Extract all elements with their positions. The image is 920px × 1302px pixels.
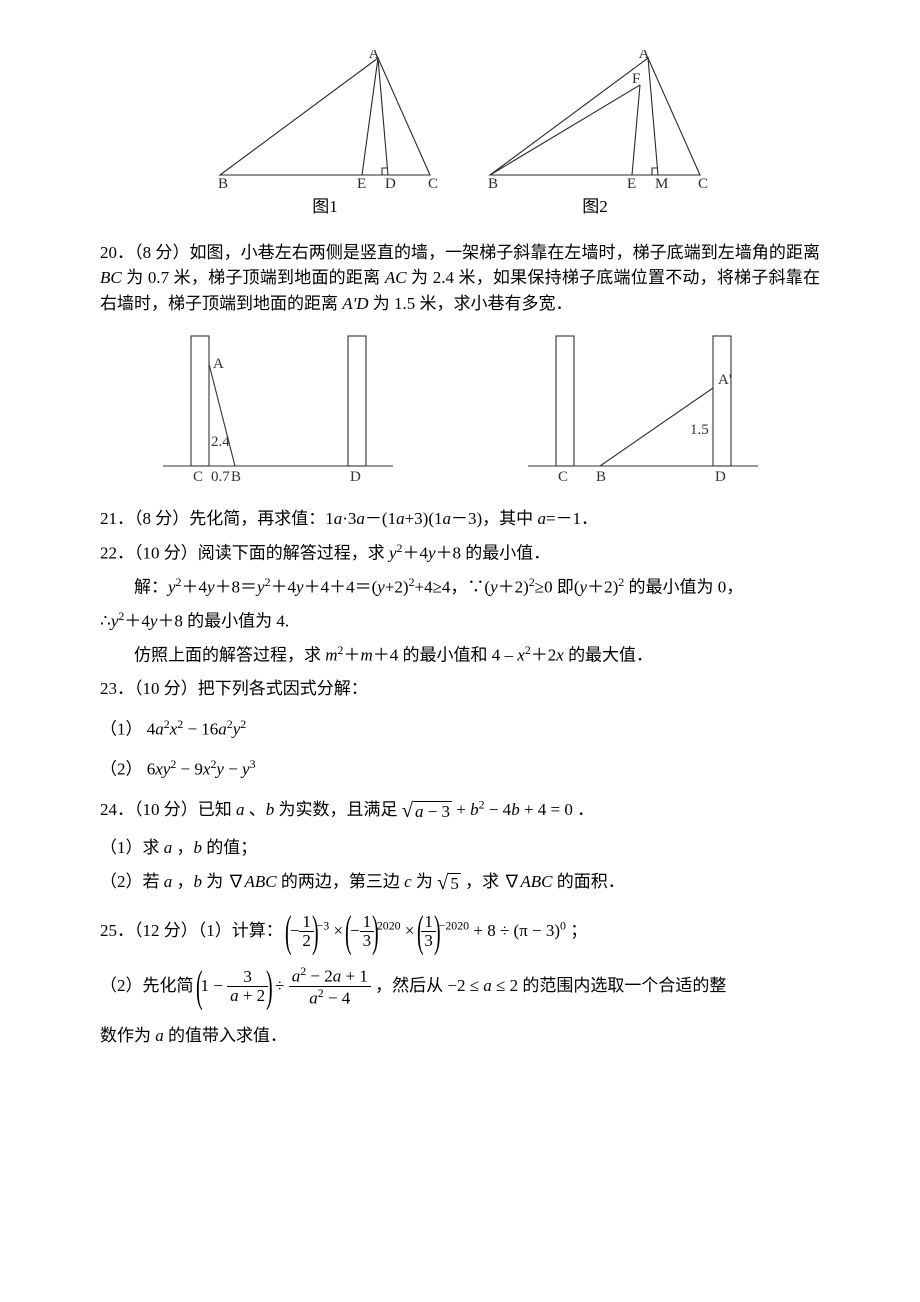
figure-2-svg: A B C M E F xyxy=(480,50,710,190)
svg-text:F: F xyxy=(632,71,640,87)
p25-exp2: 2020 xyxy=(377,918,401,932)
problem-20-figure-left: A 2.4 C 0.7 B D xyxy=(163,326,393,486)
problem-20-figure-row: A 2.4 C 0.7 B D A' 1.5 C B D xyxy=(100,326,820,486)
svg-text:A: A xyxy=(639,50,650,62)
fig20-C-label: C xyxy=(193,469,203,485)
fig20-D2-label: D xyxy=(715,469,726,485)
fig20-A-label: A xyxy=(213,356,224,372)
problem-24-heading: 24．（10 分）已知 a 、b 为实数，且满足 √a − 3 + b2 − 4… xyxy=(100,796,820,827)
svg-text:C: C xyxy=(698,176,708,190)
problem-20-text: 20．（8 分）如图，小巷左右两侧是竖直的墙，一架梯子斜靠在左墙时，梯子底端到左… xyxy=(100,240,820,317)
problem-25-part1: 25．（12 分）（1）计算： (−12)−3 × (−13)2020 × (1… xyxy=(100,913,820,951)
p25-exp3: −2020 xyxy=(439,918,470,932)
fig20-B2-label: B xyxy=(596,469,606,485)
problem-25-part2-line2: 数作为 a 的值带入求值． xyxy=(100,1023,820,1049)
figure-1-caption: 图1 xyxy=(210,194,440,220)
problem-24-sub1: （1）求 a ，b 的值； xyxy=(100,835,820,861)
problem-24-sub2: （2）若 a ，b 为 ∇ABC 的两边，第三边 c 为 √5 ，求 ∇ABC … xyxy=(100,868,820,899)
p25b-f1-num: 3 xyxy=(227,968,268,988)
problem-22-solution: 解：y2＋4y＋8＝y2＋4y＋4＋4＝(y+2)2+4≥4，∵(y＋2)2≥0… xyxy=(100,574,820,600)
problem-23-item1: （1） 4a2x2 − 16a2y2 xyxy=(100,716,820,742)
svg-text:B: B xyxy=(218,176,228,190)
fig20-D-label-left: D xyxy=(350,469,361,485)
figure-1-block: A B C D E 图1 xyxy=(210,50,440,220)
problem-22-line1: 22．（10 分）阅读下面的解答过程，求 y2＋4y＋8 的最小值． xyxy=(100,540,820,566)
problem-23-heading: 23．（10 分）把下列各式因式分解： xyxy=(100,676,820,702)
p23-item1-label: （1） xyxy=(100,719,143,738)
fig20-24-label: 2.4 xyxy=(211,434,230,450)
problem-21: 21．（8 分）先化简，再求值：1a·3a－(1a+3)(1a－3)，其中 a=… xyxy=(100,506,820,532)
svg-text:E: E xyxy=(627,176,636,190)
fig20-C2-label: C xyxy=(558,469,568,485)
p23-item2-label: （2） xyxy=(100,759,143,778)
figure-1-svg: A B C D E xyxy=(210,50,440,190)
svg-text:B: B xyxy=(488,176,498,190)
problem-22-line4: 仿照上面的解答过程，求 m2＋m＋4 的最小值和 4 – x2＋2x 的最大值． xyxy=(100,642,820,668)
figure-2-caption: 图2 xyxy=(480,194,710,220)
fig20-Ap-label: A' xyxy=(718,372,732,388)
fig20-15-label: 1.5 xyxy=(690,422,709,438)
problem-20-figure-right: A' 1.5 C B D xyxy=(528,326,758,486)
svg-text:A: A xyxy=(369,50,380,62)
fig20-07-label: 0.7 xyxy=(211,469,230,485)
problem-23-item2: （2） 6xy2 − 9x2y − y3 xyxy=(100,756,820,782)
top-figures-row: A B C D E 图1 A B C M E xyxy=(100,50,820,220)
problem-22-line3: ∴y2＋4y＋8 的最小值为 4. xyxy=(100,608,820,634)
svg-text:C: C xyxy=(428,176,438,190)
svg-text:E: E xyxy=(357,176,366,190)
svg-text:M: M xyxy=(655,176,668,190)
p25-tail: + 8 ÷ (π − 3)0 ； xyxy=(473,921,587,940)
figure-2-block: A B C M E F 图2 xyxy=(480,50,710,220)
problem-25-part2-line1: （2）先化简 (1 − 3a + 2) ÷ a2 − 2a + 1a2 − 4 … xyxy=(100,965,820,1009)
fig20-B-label: B xyxy=(231,469,241,485)
svg-text:D: D xyxy=(385,176,396,190)
